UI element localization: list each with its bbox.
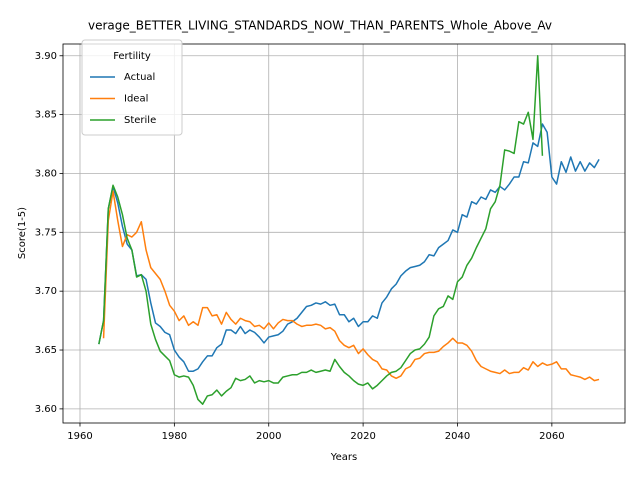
legend-label: Actual	[124, 72, 155, 83]
x-tick-label: 2040	[445, 431, 470, 442]
y-axis-label: Score(1-5)	[17, 207, 28, 259]
legend-box	[81, 39, 183, 136]
y-tick-label: 3.70	[35, 286, 57, 297]
data-line	[102, 190, 600, 382]
y-tick-label: 3.75	[35, 227, 57, 238]
x-tick-label: 2060	[539, 431, 564, 442]
data-line	[98, 55, 544, 405]
x-tick-label: 1960	[67, 431, 92, 442]
legend-label: Sterile	[124, 115, 156, 126]
x-tick-label: 2000	[256, 431, 281, 442]
legend-title: Fertility	[113, 51, 151, 62]
data-line	[98, 123, 600, 372]
x-axis-label: Years	[330, 452, 357, 463]
y-tick-label: 3.60	[35, 404, 57, 415]
legend-label: Ideal	[124, 94, 148, 105]
y-tick-label: 3.90	[35, 51, 57, 62]
chart-title: verage_BETTER_LIVING_STANDARDS_NOW_THAN_…	[88, 19, 552, 33]
x-tick-label: 1980	[162, 431, 187, 442]
y-tick-label: 3.85	[35, 110, 57, 121]
plot-frame	[62, 43, 626, 424]
y-tick-label: 3.65	[35, 345, 57, 356]
x-tick-label: 2020	[350, 431, 375, 442]
y-tick-label: 3.80	[35, 168, 57, 179]
